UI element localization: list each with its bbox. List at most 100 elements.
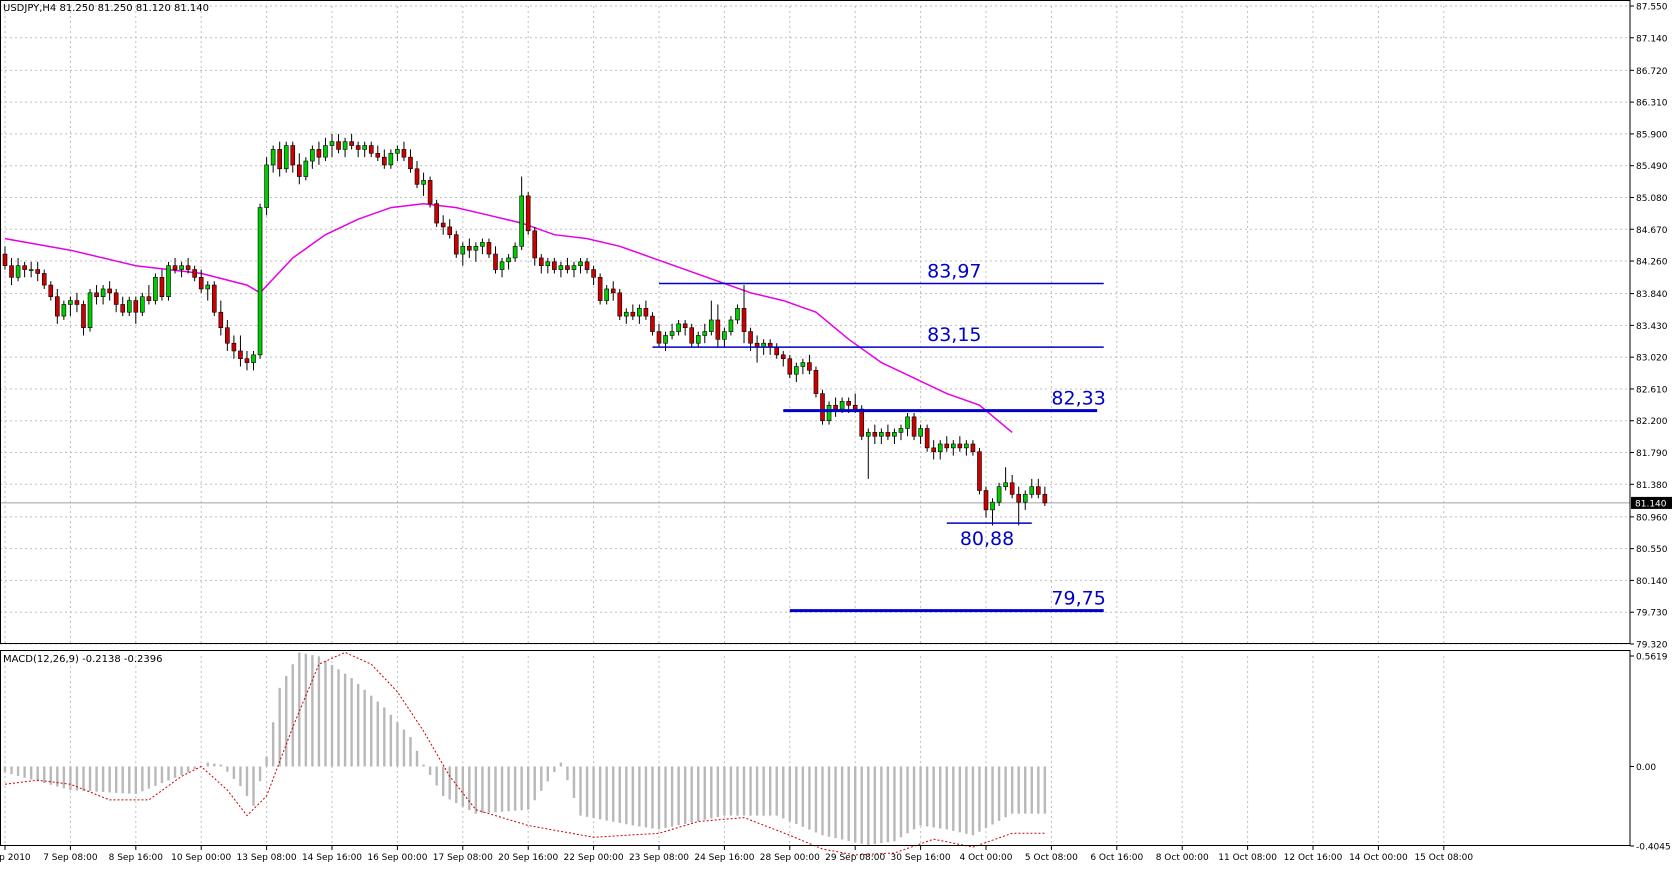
candle-body — [205, 284, 211, 290]
candle — [695, 331, 701, 348]
candle — [126, 296, 132, 317]
candle — [715, 304, 721, 348]
candle — [918, 424, 923, 444]
candle — [800, 358, 806, 375]
candle — [447, 219, 453, 239]
candle — [192, 265, 197, 282]
macd-bar — [768, 766, 772, 816]
macd-bar — [827, 766, 831, 837]
axes: 87.550 87.140 86.720 86.310 85.900 85.490 85.0… — [0, 3, 1672, 863]
candle-body — [41, 273, 47, 286]
macd-bar — [873, 766, 877, 845]
candle-body — [1009, 482, 1015, 495]
candle — [473, 242, 479, 262]
macd-bar — [245, 766, 249, 796]
macd-bar — [487, 766, 491, 813]
candle — [427, 176, 433, 208]
macd-bar — [389, 714, 393, 767]
macd-header: MACD(12,26,9) -0.2138 -0.2396 — [3, 654, 163, 665]
y-tick-label: 83.840 — [1636, 290, 1668, 300]
x-tick-label: 6 Oct 16:00 — [1090, 853, 1143, 863]
macd-bar — [782, 766, 785, 819]
candle-body — [950, 443, 956, 449]
macd-bar — [847, 766, 850, 841]
candle-body — [342, 141, 348, 150]
macd-bar — [1017, 766, 1020, 814]
candle-body — [9, 265, 14, 278]
candle-body — [1036, 486, 1041, 495]
candle — [519, 176, 524, 251]
candle — [277, 141, 282, 177]
candle-body — [859, 408, 865, 437]
candle-body — [630, 311, 636, 317]
macd-bar — [651, 766, 654, 829]
y-tick-label: 81.380 — [1636, 481, 1668, 491]
candle — [342, 137, 348, 158]
candle — [499, 257, 505, 278]
candle-body — [421, 180, 426, 185]
candle — [1009, 475, 1015, 499]
macd-bar — [370, 695, 373, 767]
macd-bar — [160, 766, 164, 784]
x-tick-label: 10 Sep 00:00 — [171, 853, 231, 863]
x-tick-label: 22 Sep 00:00 — [564, 853, 624, 863]
candle-body — [584, 261, 590, 270]
macd-grid — [4, 656, 1445, 846]
current-price-box — [1631, 496, 1672, 509]
candle — [578, 257, 583, 274]
macd-bar — [311, 655, 314, 767]
macd-bar — [481, 766, 484, 814]
candle — [362, 141, 368, 158]
candle — [552, 257, 557, 274]
candle — [826, 401, 832, 425]
candle-body — [826, 404, 832, 422]
candle-body — [682, 323, 688, 329]
candle-body — [172, 265, 178, 270]
macd-bar — [670, 766, 674, 827]
macd-bar — [716, 766, 720, 818]
candle — [61, 300, 67, 320]
candle-body — [238, 350, 243, 360]
candle — [382, 149, 387, 169]
macd-bar — [592, 766, 595, 819]
candle-body — [375, 152, 381, 158]
candle — [623, 308, 629, 324]
y-tick-label: 83.430 — [1636, 322, 1668, 332]
candle — [787, 354, 793, 379]
candle — [375, 145, 381, 162]
candle — [41, 269, 47, 289]
candle — [506, 254, 511, 270]
candle-body — [486, 242, 492, 255]
candle-body — [800, 362, 806, 367]
candle — [1003, 467, 1008, 491]
y-tick-label: 83.020 — [1636, 354, 1668, 364]
candle-body — [532, 230, 538, 259]
candle-body — [74, 300, 80, 305]
candle-body — [153, 277, 158, 301]
candle — [355, 141, 361, 158]
price-levels: 83,97 83,15 82,33 80,88 79,75 — [652, 261, 1106, 613]
macd-bar — [997, 766, 1001, 821]
candle-body — [872, 432, 878, 437]
macd-bar — [572, 766, 576, 798]
candle — [296, 153, 302, 185]
candle — [663, 331, 668, 351]
candle — [983, 486, 989, 518]
candle — [650, 312, 655, 336]
candle — [35, 261, 41, 282]
candle-body — [879, 432, 884, 437]
candle-body — [460, 246, 466, 255]
candle-body — [283, 145, 289, 170]
candle-body — [597, 277, 603, 301]
candle — [820, 389, 825, 425]
candle — [87, 288, 93, 332]
candle — [807, 354, 812, 375]
x-tick-label: 23 Sep 08:00 — [629, 853, 689, 863]
candle-body — [924, 428, 930, 449]
candle-body — [617, 292, 623, 317]
candle-body — [231, 342, 237, 352]
x-tick-label: 16 Sep 00:00 — [367, 853, 427, 863]
macd-bar — [494, 766, 497, 813]
candle-body — [15, 265, 21, 278]
